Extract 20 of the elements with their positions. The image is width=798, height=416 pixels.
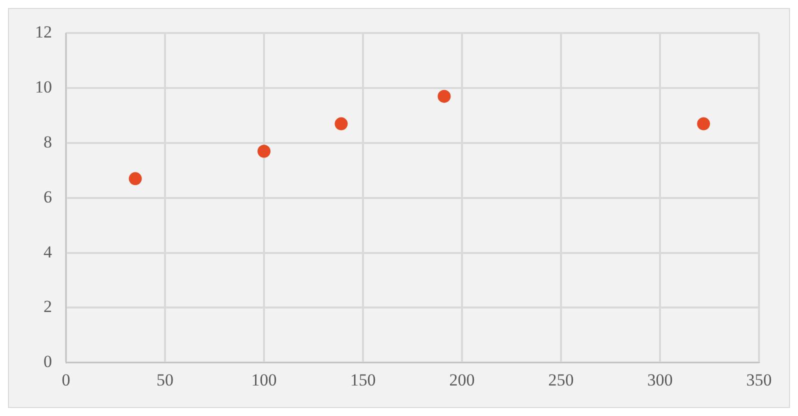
x-tick-label: 100	[251, 370, 277, 390]
point	[258, 144, 270, 158]
x-tick-label: 0	[62, 370, 70, 390]
x-tick-label: 150	[350, 370, 376, 390]
x-tick-label: 200	[449, 370, 475, 390]
y-tick-label: 10	[35, 78, 52, 97]
point	[334, 117, 348, 130]
point	[128, 172, 142, 186]
x-tick-label: 350	[746, 370, 772, 390]
x-tick-label: 250	[548, 370, 574, 390]
y-tick-label: 0	[44, 352, 52, 372]
y-tick-label: 12	[35, 22, 52, 42]
y-tick-label: 2	[44, 297, 52, 316]
point	[697, 117, 710, 130]
point	[438, 90, 451, 103]
y-tick-label: 4	[44, 242, 52, 262]
y-tick-label: 8	[44, 132, 52, 152]
x-tick-label: 300	[647, 370, 673, 390]
x-tick-label: 50	[156, 370, 174, 390]
y-tick-label: 6	[44, 187, 52, 206]
